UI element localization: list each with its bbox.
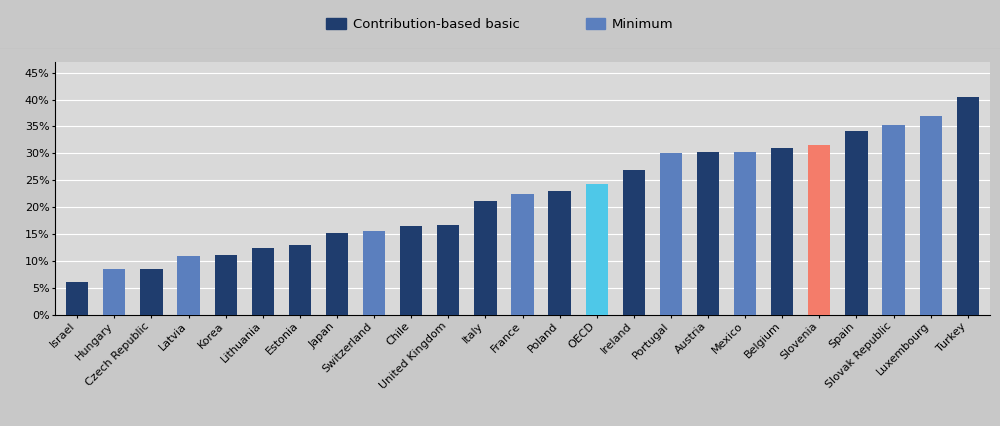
Bar — [400, 226, 422, 315]
Legend: Contribution-based basic, Minimum: Contribution-based basic, Minimum — [324, 15, 676, 34]
Bar — [882, 125, 905, 315]
Bar — [215, 255, 237, 315]
Bar — [474, 201, 497, 315]
Bar — [734, 153, 756, 315]
Bar — [920, 116, 942, 315]
Bar — [289, 245, 311, 315]
Bar — [511, 194, 534, 315]
Bar — [177, 256, 200, 315]
Bar — [326, 233, 348, 315]
Bar — [957, 97, 979, 315]
Bar — [845, 131, 868, 315]
Bar — [660, 153, 682, 315]
Bar — [697, 153, 719, 315]
Bar — [623, 170, 645, 315]
Bar — [103, 269, 125, 315]
Bar — [808, 145, 830, 315]
Bar — [771, 148, 793, 315]
Bar — [252, 248, 274, 315]
Bar — [66, 282, 88, 315]
Bar — [140, 269, 163, 315]
Bar — [548, 191, 571, 315]
Bar — [363, 230, 385, 315]
Bar — [586, 184, 608, 315]
Bar — [437, 225, 459, 315]
